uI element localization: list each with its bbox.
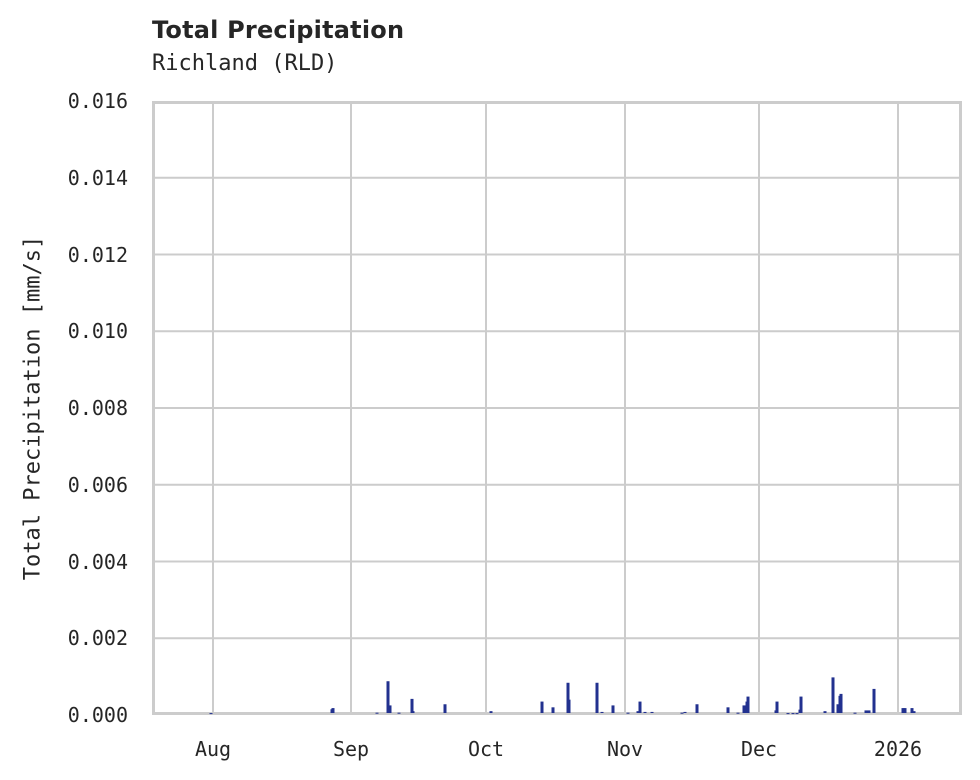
precipitation-bar — [824, 711, 827, 713]
precipitation-bar — [639, 702, 642, 713]
precipitation-bar — [684, 712, 687, 713]
precipitation-bar — [904, 708, 907, 713]
precipitation-bar — [376, 713, 379, 714]
y-tick-label: 0.012 — [68, 243, 128, 267]
precipitation-bar — [651, 712, 654, 713]
precipitation-bar — [854, 713, 857, 714]
precipitation-bar — [681, 713, 684, 714]
precipitation-bar — [332, 708, 335, 713]
precipitation-bar — [411, 699, 414, 713]
y-tick-label: 0.016 — [68, 89, 128, 113]
precipitation-bar — [612, 705, 615, 713]
precipitation-bar — [389, 705, 392, 713]
precipitation-bar — [444, 704, 447, 713]
precipitation-bar — [787, 713, 790, 714]
precipitation-bar — [737, 713, 740, 714]
precipitation-bar — [398, 713, 401, 714]
precipitation-bar — [913, 711, 916, 713]
x-tick-label: 2026 — [874, 737, 922, 761]
y-tick-label: 0.014 — [68, 166, 128, 190]
x-tick-label: Dec — [741, 737, 777, 761]
precipitation-bar — [627, 713, 630, 714]
precipitation-bar — [796, 713, 799, 714]
x-tick-label: Oct — [468, 737, 504, 761]
precipitation-bar — [832, 677, 835, 713]
precipitation-bar — [412, 711, 415, 713]
precipitation-bar — [865, 710, 868, 713]
y-tick-label: 0.010 — [68, 319, 128, 343]
precipitation-bar — [601, 712, 604, 713]
x-tick-label: Nov — [607, 737, 643, 761]
precipitation-bar — [727, 707, 730, 713]
precipitation-bar — [568, 700, 571, 713]
x-tick-label: Aug — [195, 737, 231, 761]
precipitation-bar — [552, 707, 555, 713]
bar-series — [0, 0, 980, 780]
precipitation-bar — [840, 694, 843, 713]
precipitation-bar — [792, 713, 795, 714]
precipitation-bar — [696, 704, 699, 713]
precipitation-bar — [644, 712, 647, 713]
y-tick-label: 0.008 — [68, 396, 128, 420]
y-tick-label: 0.000 — [68, 703, 128, 727]
x-tick-label: Sep — [333, 737, 369, 761]
precipitation-bar — [596, 683, 599, 713]
precipitation-bar — [800, 697, 803, 713]
precipitation-bar — [747, 697, 750, 713]
precipitation-bar — [490, 711, 493, 713]
precipitation-bar — [743, 705, 746, 713]
y-tick-label: 0.004 — [68, 550, 128, 574]
precipitation-bar — [868, 710, 871, 713]
precipitation-bar — [210, 713, 213, 714]
y-tick-label: 0.002 — [68, 626, 128, 650]
y-tick-label: 0.006 — [68, 473, 128, 497]
precipitation-bar — [541, 702, 544, 713]
precipitation-bar — [873, 689, 876, 713]
precipitation-bar — [776, 702, 779, 713]
